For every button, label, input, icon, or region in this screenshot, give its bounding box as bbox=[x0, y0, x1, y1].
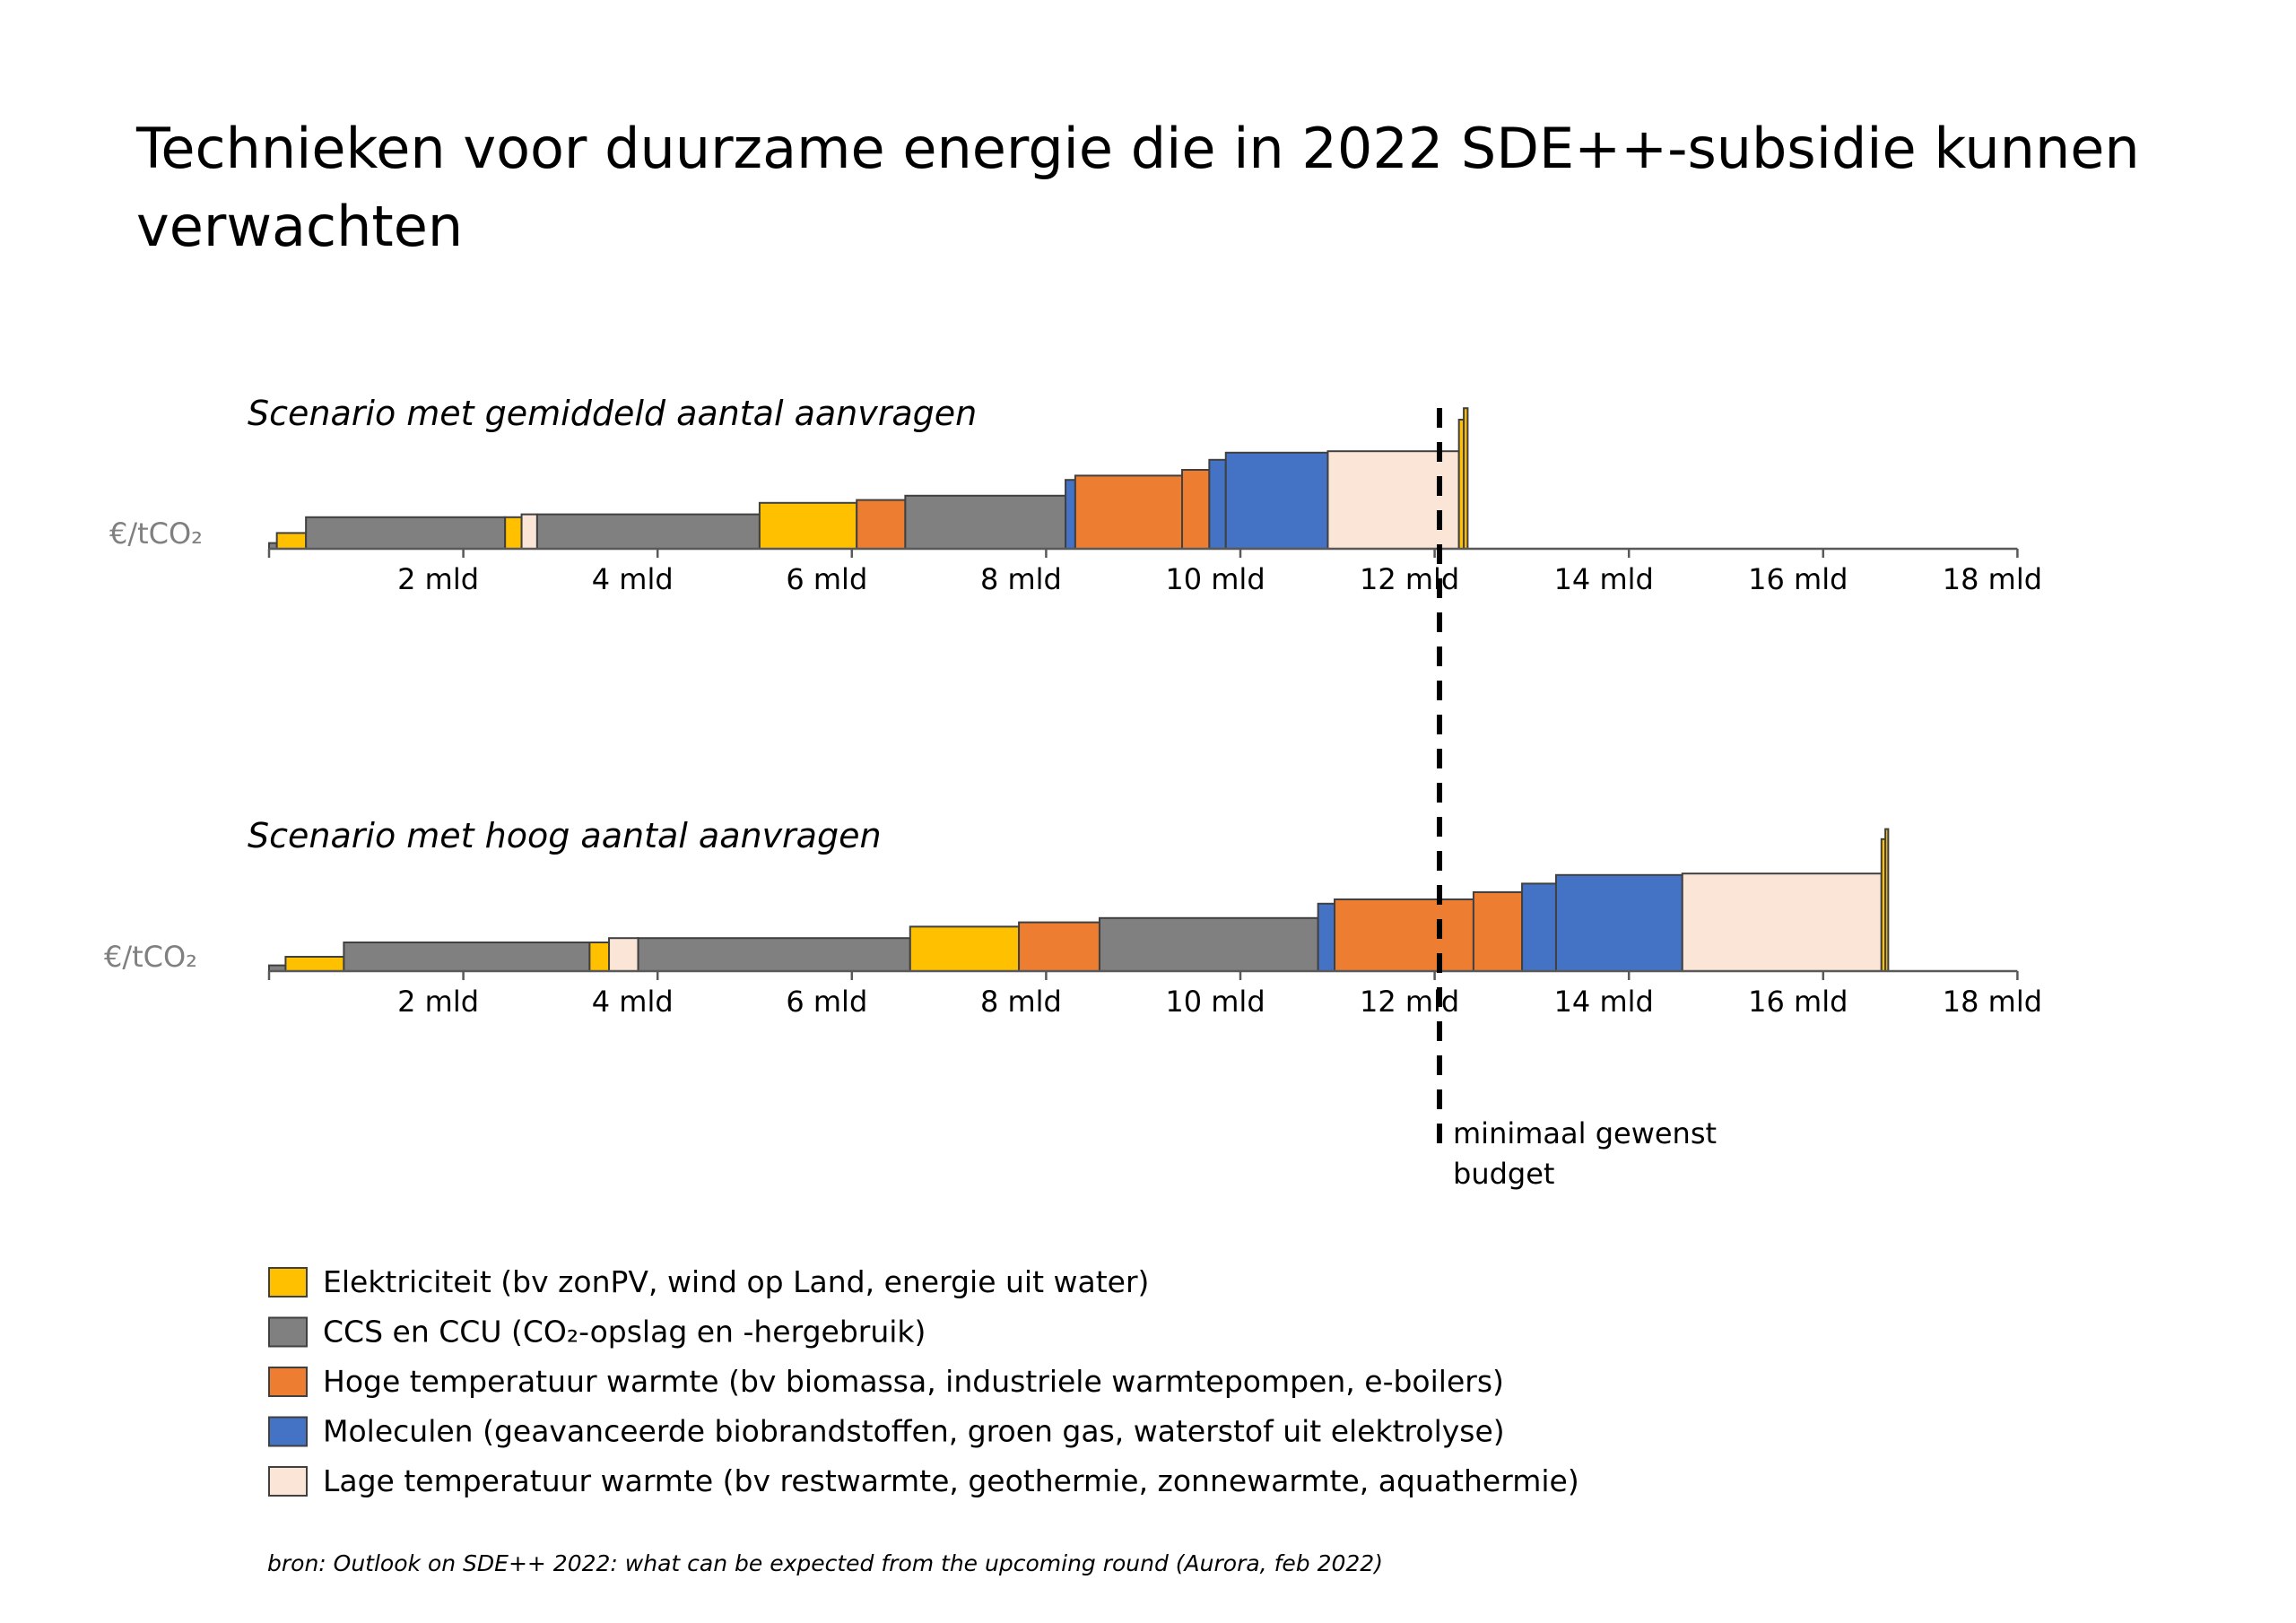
x-tick-label-18: 18 mld bbox=[1943, 985, 2042, 1019]
legend-label-hoge: Hoge temperatuur warmte (bv biomassa, in… bbox=[323, 1364, 1504, 1399]
budget-label-line-2: budget bbox=[1453, 1157, 1554, 1191]
bar-hoge-10 bbox=[1074, 474, 1184, 551]
y-axis-label-gemiddeld: €/tCO₂ bbox=[109, 516, 203, 551]
bar-lage-14 bbox=[1326, 450, 1460, 551]
x-tick-label-6: 6 mld bbox=[786, 985, 867, 1019]
bars-gemiddeld bbox=[268, 407, 1469, 551]
chart-title-line-1: Technieken voor duurzame energie die in … bbox=[135, 116, 2140, 181]
scenario-title-hoog: Scenario met hoog aantal aanvragen bbox=[248, 816, 882, 855]
chart-title-line-2: verwachten bbox=[136, 194, 463, 259]
bar-moleculen-13 bbox=[1554, 873, 1683, 972]
bar-moleculen-9 bbox=[1065, 479, 1076, 551]
bar-elektriciteit-16 bbox=[1884, 828, 1890, 972]
x-tick-label-14: 14 mld bbox=[1554, 985, 1654, 1019]
x-tick-label-4: 4 mld bbox=[592, 985, 674, 1019]
bar-elektriciteit-6 bbox=[758, 501, 858, 550]
legend-swatch-lage bbox=[268, 1466, 308, 1497]
budget-label-line-1: minimaal gewenst bbox=[1453, 1116, 1717, 1150]
legend-swatch-ccs bbox=[268, 1316, 308, 1348]
source-note: bron: Outlook on SDE++ 2022: what can be… bbox=[267, 1550, 1383, 1576]
bar-elektriciteit-6 bbox=[909, 925, 1021, 973]
bar-hoge-11 bbox=[1181, 469, 1211, 550]
bar-elektriciteit-1 bbox=[275, 532, 308, 551]
x-tick-label-6: 6 mld bbox=[786, 562, 867, 596]
bar-hoge-11 bbox=[1472, 891, 1524, 972]
legend-label-lage: Lage temperatuur warmte (bv restwarmte, … bbox=[323, 1463, 1579, 1498]
x-tick-label-2: 2 mld bbox=[397, 985, 479, 1019]
bar-moleculen-12 bbox=[1521, 882, 1557, 973]
legend-label-moleculen: Moleculen (geavanceerde biobrandstoffen,… bbox=[323, 1414, 1505, 1449]
x-tick-label-16: 16 mld bbox=[1748, 562, 1848, 596]
x-tick-label-8: 8 mld bbox=[980, 985, 1062, 1019]
bar-ccs-5 bbox=[535, 513, 761, 550]
legend: Elektriciteit (bv zonPV, wind op Land, e… bbox=[268, 1264, 1579, 1498]
legend-label-elektriciteit: Elektriciteit (bv zonPV, wind op Land, e… bbox=[323, 1264, 1149, 1299]
bar-lage-14 bbox=[1681, 872, 1883, 973]
x-tick-label-12: 12 mld bbox=[1360, 562, 1459, 596]
scenario-title-gemiddeld: Scenario met gemiddeld aantal aanvragen bbox=[248, 394, 977, 433]
panel-gemiddeld: Scenario met gemiddeld aantal aanvragen … bbox=[109, 394, 2042, 596]
bar-elektriciteit-1 bbox=[284, 956, 345, 972]
bars-hoog bbox=[268, 828, 1890, 973]
x-tick-label-18: 18 mld bbox=[1943, 562, 2042, 596]
bar-lage-4 bbox=[608, 937, 639, 972]
bar-ccs-8 bbox=[1098, 916, 1319, 972]
bar-moleculen-12 bbox=[1208, 458, 1227, 550]
bar-elektriciteit-3 bbox=[588, 942, 611, 972]
bar-moleculen-13 bbox=[1224, 451, 1329, 550]
x-tick-label-10: 10 mld bbox=[1165, 985, 1265, 1019]
bar-hoge-7 bbox=[1018, 921, 1100, 972]
bar-ccs-2 bbox=[343, 942, 591, 972]
x-axis-gemiddeld: 2 mld 4 mld 6 mld 8 mld 10 mld 12 mld 14 mld 16… bbox=[267, 547, 2042, 596]
legend-swatch-elektriciteit bbox=[268, 1267, 308, 1298]
x-tick-label-12: 12 mld bbox=[1360, 985, 1459, 1019]
bar-hoge-10 bbox=[1334, 898, 1474, 972]
bar-moleculen-9 bbox=[1317, 902, 1336, 972]
x-tick-label-8: 8 mld bbox=[980, 562, 1062, 596]
bar-elektriciteit-3 bbox=[504, 516, 523, 550]
legend-swatch-moleculen bbox=[268, 1416, 308, 1447]
legend-label-ccs: CCS en CCU (CO₂-opslag en -hergebruik) bbox=[323, 1315, 926, 1350]
bar-ccs-8 bbox=[904, 494, 1067, 550]
bar-hoge-7 bbox=[856, 499, 907, 550]
bar-ccs-2 bbox=[305, 516, 507, 550]
bar-lage-4 bbox=[520, 513, 538, 550]
y-axis-label-hoog: €/tCO₂ bbox=[104, 940, 197, 974]
x-tick-label-4: 4 mld bbox=[592, 562, 674, 596]
x-tick-label-2: 2 mld bbox=[397, 562, 479, 596]
panel-hoog: Scenario met hoog aantal aanvragen €/tCO… bbox=[104, 816, 2042, 1019]
legend-swatch-hoge bbox=[268, 1367, 308, 1397]
x-tick-label-14: 14 mld bbox=[1554, 562, 1654, 596]
x-axis-hoog: 2 mld 4 mld 6 mld 8 mld 10 mld 12 mld 14 mld 16… bbox=[267, 969, 2042, 1019]
x-tick-label-10: 10 mld bbox=[1165, 562, 1265, 596]
x-tick-label-16: 16 mld bbox=[1748, 985, 1848, 1019]
bar-elektriciteit-16 bbox=[1463, 407, 1469, 551]
bar-ccs-5 bbox=[637, 937, 911, 972]
